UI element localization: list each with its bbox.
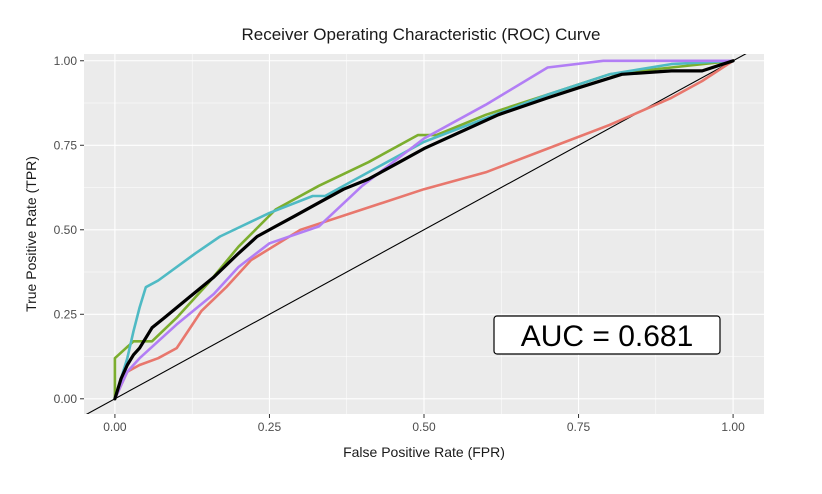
roc-curve-4 bbox=[113, 59, 735, 401]
auc-annotation: AUC = 0.681 bbox=[493, 315, 721, 355]
auc-label: AUC = 0.681 bbox=[521, 320, 694, 353]
x-tick-label: 0.00 bbox=[103, 420, 127, 434]
y-tick-label: 0.25 bbox=[54, 307, 78, 321]
plot-area bbox=[85, 54, 747, 414]
x-axis-title: False Positive Rate (FPR) bbox=[343, 444, 505, 460]
roc-curve-1 bbox=[113, 59, 735, 401]
x-tick-label: 0.50 bbox=[412, 420, 436, 434]
x-axis-ticks: 0.00 0.25 0.50 0.75 1.00 bbox=[103, 414, 745, 434]
x-tick-label: 0.25 bbox=[258, 420, 282, 434]
y-tick-label: 0.50 bbox=[54, 223, 78, 237]
roc-curve-5 bbox=[113, 59, 735, 401]
auc-label-box bbox=[493, 315, 721, 355]
y-tick-label: 1.00 bbox=[54, 54, 78, 68]
y-tick-label: 0.75 bbox=[54, 138, 78, 152]
y-axis-ticks: 0.00 0.25 0.50 0.75 1.00 bbox=[54, 54, 84, 406]
x-tick-label: 0.75 bbox=[567, 420, 591, 434]
y-tick-label: 0.00 bbox=[54, 392, 78, 406]
chart-title: Receiver Operating Characteristic (ROC) … bbox=[242, 25, 601, 44]
x-tick-label: 1.00 bbox=[721, 420, 745, 434]
y-axis-title: True Positive Rate (TPR) bbox=[23, 156, 39, 312]
roc-curve-3 bbox=[113, 59, 735, 401]
